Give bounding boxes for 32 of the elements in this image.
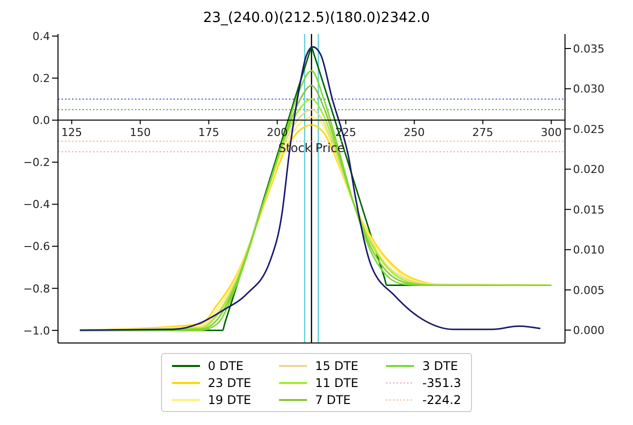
y-tick-label: −1.0 <box>23 324 50 338</box>
y2-tick-label: 0.015 <box>573 203 604 216</box>
y2-tick-label: 0.020 <box>573 163 604 176</box>
y2-tick-label: 0.035 <box>573 42 604 56</box>
y-tick-label: −0.8 <box>23 282 50 296</box>
y2-tick-label: 0.030 <box>573 82 604 96</box>
y-tick-label: 0.4 <box>32 30 50 44</box>
x-tick-label: 250 <box>404 126 425 140</box>
legend-label: 11 DTE <box>315 376 358 390</box>
y2-tick-label: 0.005 <box>573 284 604 297</box>
legend-label: 19 DTE <box>208 392 252 406</box>
legend-label: -224.2 <box>422 392 462 406</box>
x-tick-label: 175 <box>198 126 220 140</box>
legend-label: 3 DTE <box>422 358 458 372</box>
y2-tick-label: 0.025 <box>573 122 604 136</box>
legend-label: 0 DTE <box>208 358 244 372</box>
y-tick-label: 0.0 <box>32 114 50 128</box>
y-tick-label: 0.2 <box>32 72 50 86</box>
y2-tick-label: 0.010 <box>573 244 604 257</box>
y-tick-label: −0.6 <box>23 240 50 254</box>
y2-tick-label: 0.000 <box>573 324 604 338</box>
chart-title: 23_(240.0)(212.5)(180.0)2342.0 <box>202 9 431 28</box>
x-tick-label: 125 <box>61 126 82 140</box>
legend-label: -351.3 <box>422 376 462 390</box>
x-tick-label: 150 <box>130 126 151 140</box>
legend-label: 23 DTE <box>208 376 252 390</box>
legend-label: 15 DTE <box>315 358 358 372</box>
x-tick-label: 275 <box>472 126 494 140</box>
y-tick-label: −0.4 <box>23 198 50 212</box>
x-tick-label: 300 <box>540 126 562 140</box>
y-tick-label: −0.2 <box>23 156 50 170</box>
legend-label: 7 DTE <box>315 392 351 406</box>
